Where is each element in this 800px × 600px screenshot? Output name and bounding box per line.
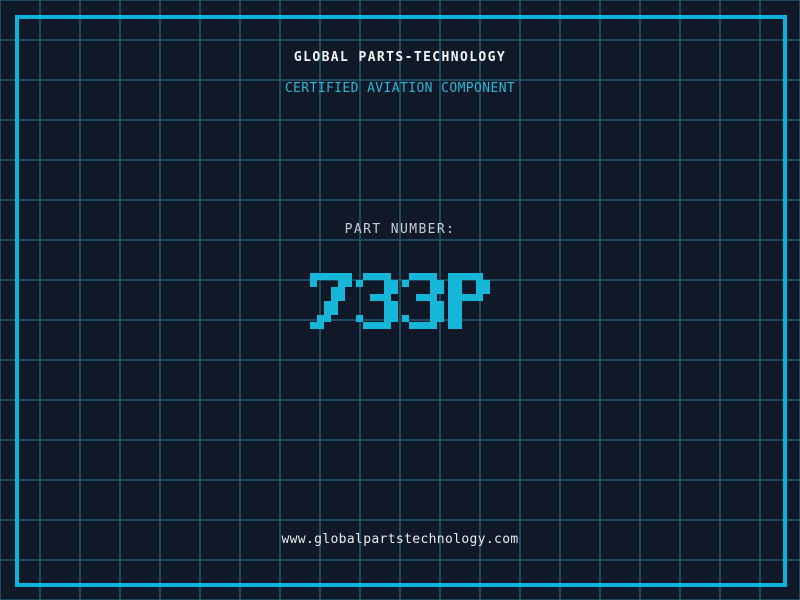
part-number-digit <box>356 273 398 329</box>
part-number-label: PART NUMBER: <box>344 222 456 237</box>
part-number-value <box>0 273 800 329</box>
company-title: GLOBAL PARTS-TECHNOLOGY <box>293 50 507 65</box>
part-number-digit <box>402 273 444 329</box>
part-number-digit <box>448 273 490 329</box>
part-number-digit <box>310 273 352 329</box>
website-url: www.globalpartstechnology.com <box>281 532 519 547</box>
certification-subtitle: CERTIFIED AVIATION COMPONENT <box>284 81 516 96</box>
